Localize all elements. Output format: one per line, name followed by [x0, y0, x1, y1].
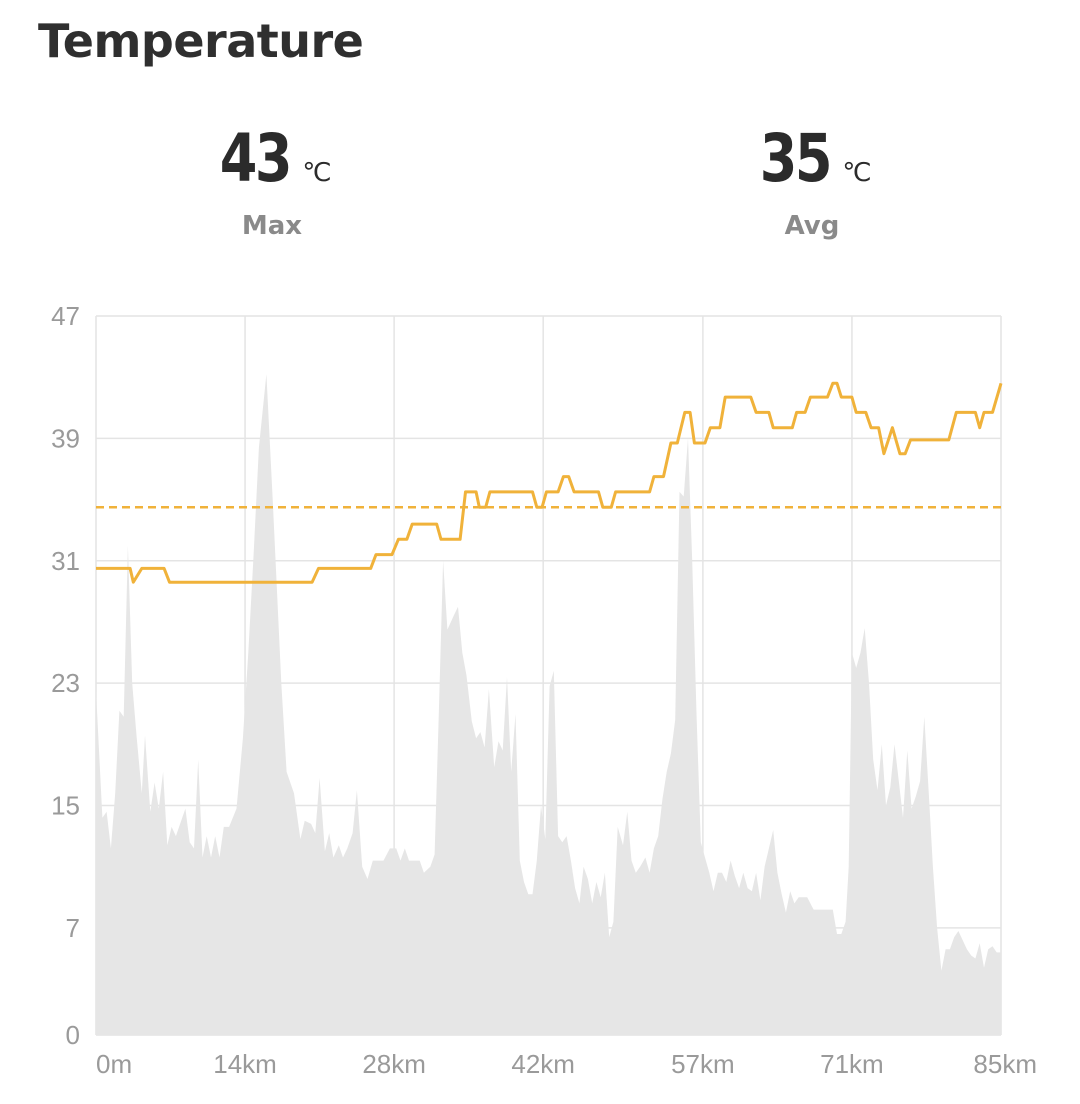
temperature-line: [96, 381, 1003, 584]
x-tick-label: 28km: [362, 1049, 426, 1079]
background-area-layer: [96, 374, 1001, 1036]
page-title: Temperature: [38, 14, 364, 68]
temperature-chart: 0 7 15 23 31 39 47 0m 14km 28km 42km 57km 71km 85km: [51, 301, 1037, 1079]
x-tick-label: 57km: [671, 1049, 735, 1079]
max-stat: 43 ℃ Max: [122, 120, 422, 241]
avg-temperature-unit: ℃: [842, 158, 872, 188]
x-axis-ticks: 0m 14km 28km 42km 57km 71km 85km: [96, 1049, 1037, 1079]
x-tick-label: 42km: [511, 1049, 575, 1079]
y-tick-label: 23: [51, 668, 80, 698]
y-tick-label: 7: [66, 913, 80, 943]
avg-stat: 35 ℃ Avg: [662, 120, 962, 241]
x-tick-label: 14km: [213, 1049, 277, 1079]
max-temperature-value: 43: [220, 120, 293, 197]
y-tick-label: 47: [51, 301, 80, 331]
y-tick-label: 0: [66, 1020, 80, 1050]
temperature-line-layer: [96, 381, 1003, 584]
x-tick-label: 0m: [96, 1049, 132, 1079]
avg-label: Avg: [784, 211, 840, 241]
y-tick-label: 31: [51, 546, 80, 576]
avg-temperature-value: 35: [760, 120, 833, 197]
max-temperature-unit: ℃: [302, 158, 332, 188]
y-tick-label: 15: [51, 791, 80, 821]
y-tick-label: 39: [51, 423, 80, 453]
background-area: [96, 374, 1001, 1036]
x-tick-label: 85km: [973, 1049, 1037, 1079]
max-label: Max: [241, 211, 303, 241]
y-axis-ticks: 0 7 15 23 31 39 47: [51, 301, 80, 1050]
x-tick-label: 71km: [820, 1049, 884, 1079]
